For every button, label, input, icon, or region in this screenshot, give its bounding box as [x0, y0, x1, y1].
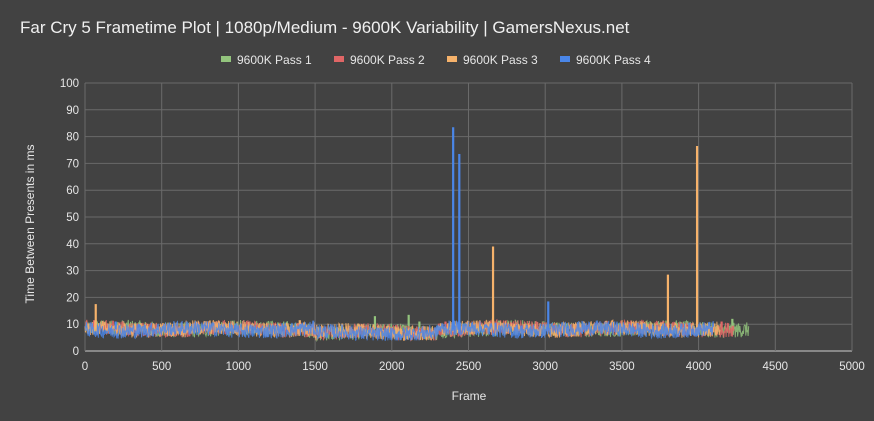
x-tick-label: 0 [82, 361, 88, 373]
legend: 9600K Pass 1 9600K Pass 2 9600K Pass 3 9600… [221, 53, 651, 67]
x-tick-label: 3000 [532, 361, 558, 373]
gridlines [84, 82, 853, 352]
y-tick-label: 10 [66, 319, 79, 331]
legend-swatch [334, 56, 344, 62]
y-tick-label: 60 [66, 185, 79, 197]
y-tick-label: 70 [66, 158, 79, 170]
y-tick-label: 50 [66, 212, 79, 224]
x-tick-label: 4000 [686, 361, 712, 373]
x-tick-label: 1500 [302, 361, 328, 373]
x-axis-label: Frame [452, 389, 487, 403]
x-tick-label: 2500 [456, 361, 482, 373]
x-tick-label: 1000 [226, 361, 252, 373]
legend-entry: 9600K Pass 1 [237, 53, 312, 67]
legend-swatch [447, 56, 457, 62]
chart-title: Far Cry 5 Frametime Plot | 1080p/Medium … [20, 18, 630, 37]
legend-entry: 9600K Pass 4 [576, 53, 651, 67]
y-axis-label: Time Between Presents in ms [23, 145, 37, 304]
legend-swatch [560, 56, 570, 62]
legend-entry: 9600K Pass 2 [350, 53, 425, 67]
x-tick-label: 3500 [609, 361, 635, 373]
legend-entry: 9600K Pass 3 [463, 53, 538, 67]
y-tick-label: 80 [66, 132, 79, 144]
y-tick-label: 30 [66, 266, 79, 278]
x-tick-label: 5000 [839, 361, 865, 373]
series-line [84, 320, 715, 341]
y-tick-label: 90 [66, 105, 79, 117]
legend-swatch [221, 56, 231, 62]
x-tick-label: 2000 [379, 361, 405, 373]
y-tick-label: 0 [73, 346, 79, 358]
y-tick-label: 20 [66, 292, 79, 304]
y-tick-label: 100 [60, 78, 79, 90]
x-tick-label: 500 [152, 361, 171, 373]
x-tick-label: 4500 [763, 361, 789, 373]
plot-series [84, 127, 750, 343]
y-tick-label: 40 [66, 239, 79, 251]
